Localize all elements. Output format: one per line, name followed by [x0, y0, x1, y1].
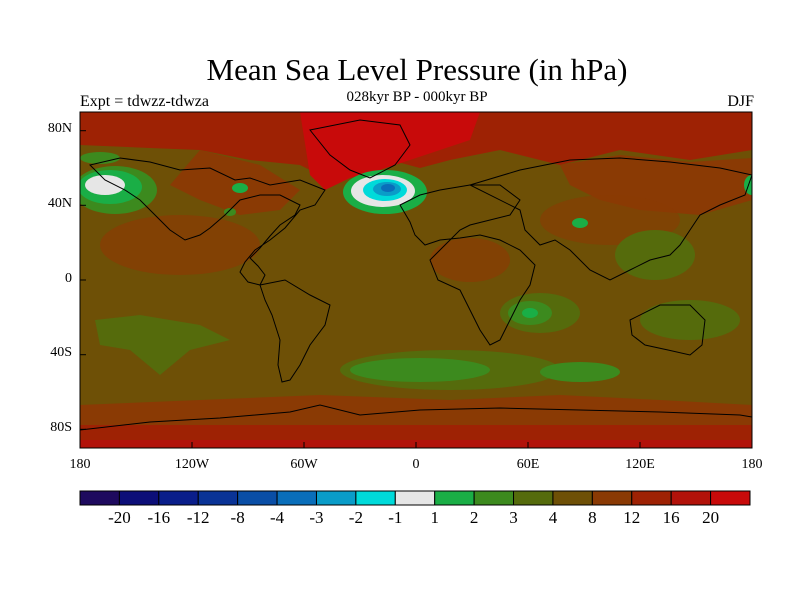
colorbar-tick-label: -20 [108, 508, 131, 527]
lon-label-180e: 180 [741, 457, 763, 472]
lon-label-60w: 60W [290, 457, 318, 472]
colorbar-tick-label: 1 [430, 508, 439, 527]
lon-label-0: 0 [412, 457, 420, 472]
lon-label-60e: 60E [516, 457, 540, 472]
colorbar-tick-label: -16 [147, 508, 171, 527]
colorbar-swatch [710, 490, 751, 506]
colorbar-swatch [513, 490, 554, 506]
experiment-label: Expt = tdwzz-tdwza [80, 93, 209, 110]
colorbar-tick-label: 4 [548, 508, 558, 527]
lon-label-180w: 180 [69, 457, 91, 472]
colorbar-swatch [591, 490, 633, 506]
colorbar-tick-label: 12 [623, 508, 641, 527]
colorbar-tick-label: -12 [186, 508, 210, 527]
colorbar-swatch [276, 490, 317, 506]
colorbar-swatch [473, 490, 515, 506]
colorbar-swatch [158, 490, 199, 506]
colorbar-swatch [197, 490, 239, 506]
colorbar-swatch [315, 490, 357, 506]
lat-label-0: 0 [65, 271, 72, 286]
colorbar-swatch [631, 490, 672, 506]
colorbar-tick-label: 20 [702, 508, 720, 527]
colorbar-tick-label: -1 [388, 508, 403, 527]
lat-label-80s: 80S [50, 420, 72, 435]
coastlines [80, 119, 752, 431]
colorbar-swatch [552, 490, 593, 506]
colorbar-tick-label: 8 [588, 508, 597, 527]
colorbar-swatch [434, 490, 475, 506]
colorbar-swatch [355, 490, 396, 506]
period-label: 028kyr BP - 000kyr BP [346, 89, 488, 105]
lon-label-120w: 120W [174, 457, 210, 472]
colorbar-tick-label: -8 [230, 508, 245, 527]
season-label: DJF [727, 93, 754, 110]
map-fill-layer [80, 112, 752, 448]
colorbar-swatch [118, 490, 160, 506]
lon-label-120e: 120E [625, 457, 655, 472]
colorbar-tick-label: 3 [509, 508, 518, 527]
colorbar-tick-label: -4 [269, 508, 285, 527]
colorbar-swatch [79, 490, 120, 506]
colorbar-swatch [237, 490, 278, 506]
colorbar-tick-label: -2 [348, 508, 363, 527]
axis-ticks [79, 130, 753, 448]
lat-label-80n: 80N [47, 121, 72, 136]
colorbar-swatch [670, 490, 712, 506]
colorbar-tick-label: 2 [469, 508, 479, 527]
lat-label-40n: 40N [47, 196, 72, 211]
plot-title: Mean Sea Level Pressure (in hPa) [206, 52, 628, 87]
lat-label-40s: 40S [50, 345, 72, 360]
colorbar-tick-label: -3 [309, 508, 324, 527]
colorbar-swatch [394, 490, 436, 506]
colorbar-tick-label: 16 [662, 508, 680, 527]
